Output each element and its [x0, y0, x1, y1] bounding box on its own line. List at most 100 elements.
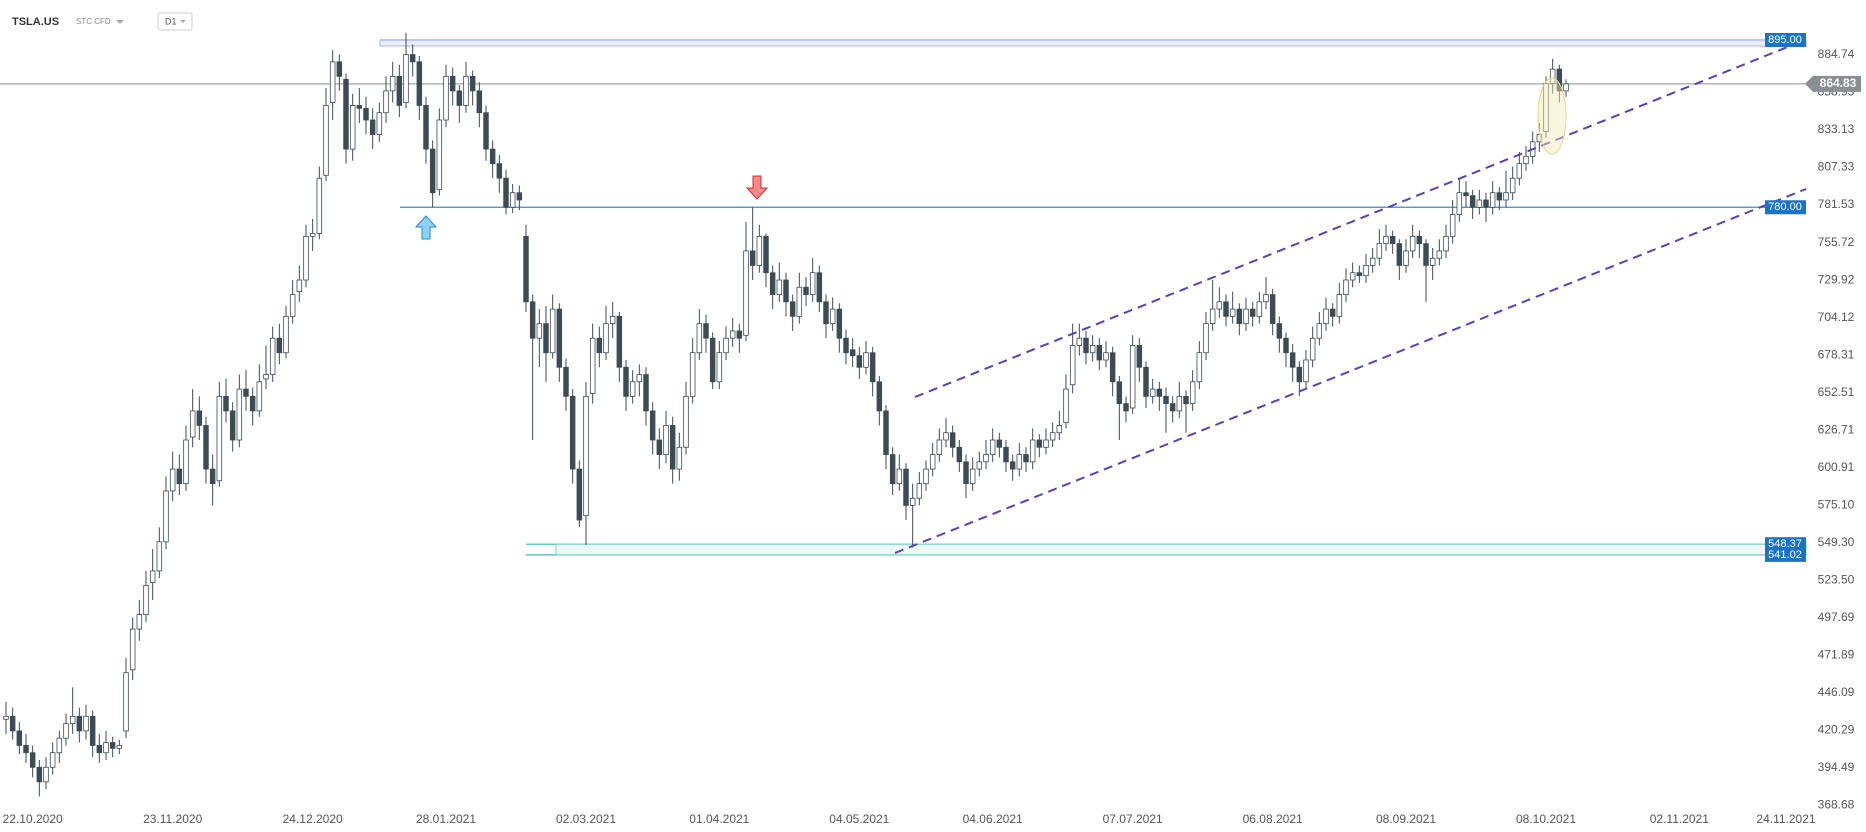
candle-body — [1343, 279, 1349, 295]
candle-body — [1023, 454, 1029, 463]
candle-body — [263, 374, 269, 380]
x-tick-label: 07.07.2021 — [1103, 812, 1163, 826]
candle-body — [949, 432, 956, 448]
candle-body — [876, 381, 883, 412]
candle-body — [383, 90, 389, 114]
candle-body — [1096, 345, 1103, 361]
candle-body — [336, 61, 343, 77]
candle-body — [543, 323, 549, 354]
candle-body — [589, 337, 596, 394]
candle-body — [9, 715, 16, 732]
candle-body — [1463, 192, 1469, 197]
interval-box[interactable] — [157, 12, 193, 31]
highlight-ellipse — [1537, 77, 1567, 155]
candle-body — [503, 177, 509, 208]
candle-body — [216, 395, 223, 482]
candle-body — [456, 90, 463, 106]
level-tag — [1765, 547, 1806, 562]
candle-body — [36, 766, 43, 783]
candle-body — [729, 330, 736, 339]
candle-body — [369, 119, 376, 135]
level-label: 541.02 — [1768, 549, 1802, 561]
candle-body — [1429, 257, 1436, 266]
candle-body — [909, 497, 916, 506]
candle-body — [1009, 461, 1016, 470]
candle-body — [123, 672, 129, 732]
candle-body — [1549, 68, 1556, 85]
candle-body — [1149, 388, 1156, 397]
candle-body — [183, 439, 189, 485]
candle-body — [576, 468, 583, 521]
candle-body — [536, 323, 543, 339]
candle-body — [1336, 294, 1343, 317]
candle-body — [496, 163, 503, 179]
candle-body — [1263, 294, 1269, 303]
candle-body — [1283, 337, 1289, 354]
candle-body — [1443, 235, 1449, 252]
candle-body — [976, 461, 983, 470]
y-tick-label: 833.13 — [1818, 122, 1855, 136]
arrow-down — [745, 175, 769, 200]
candle-body — [1496, 192, 1503, 201]
y-tick-label: 729.92 — [1818, 272, 1855, 286]
candle-body — [149, 570, 156, 583]
candle-body — [1156, 388, 1163, 397]
candle-body — [476, 90, 483, 114]
candle-body — [1489, 192, 1496, 208]
last-price-tag — [1805, 75, 1861, 92]
candle-body — [1289, 352, 1296, 368]
candle-body — [683, 395, 689, 448]
candle-body — [869, 352, 876, 383]
candle-body — [16, 730, 23, 746]
instrument-kind[interactable]: STC CFD — [76, 17, 111, 26]
candle-body — [1503, 192, 1509, 201]
candle-body — [289, 294, 296, 317]
candle-body — [1363, 265, 1369, 277]
candle-body — [629, 381, 636, 397]
candle-body — [389, 75, 396, 92]
candle-body — [303, 235, 309, 281]
candle-body — [849, 349, 856, 357]
candle-body — [316, 177, 323, 234]
candle-body — [89, 715, 96, 746]
candle-body — [1176, 395, 1183, 412]
candle-body — [1083, 337, 1089, 354]
level-label: 895.00 — [1768, 34, 1802, 46]
candle-body — [603, 323, 609, 354]
channel-lower — [894, 188, 1807, 554]
candle-body — [1143, 366, 1149, 397]
level-label: 548.37 — [1768, 538, 1802, 550]
candle-body — [236, 388, 243, 441]
candle-body — [83, 715, 89, 732]
candle-body — [1369, 257, 1376, 266]
candle-body — [1109, 352, 1116, 383]
candle-body — [229, 410, 236, 441]
x-tick-label: 06.08.2021 — [1243, 812, 1303, 826]
candle-body — [1003, 446, 1009, 463]
candle-body — [1043, 439, 1049, 448]
candle-body — [1436, 250, 1443, 259]
candle-body — [109, 742, 116, 749]
candle-body — [716, 352, 723, 383]
y-tick-label: 368.68 — [1818, 798, 1855, 812]
candle-body — [1243, 308, 1249, 325]
candle-body — [69, 715, 76, 725]
interval[interactable]: D1 — [165, 16, 177, 26]
candle-body — [969, 468, 976, 485]
candle-body — [1309, 337, 1316, 361]
candle-body — [396, 75, 403, 106]
candle-body — [616, 315, 623, 368]
candle-body — [276, 337, 283, 354]
x-tick-label: 04.06.2021 — [963, 812, 1023, 826]
last-price-label: 864.83 — [1820, 76, 1857, 90]
dropdown-caret[interactable] — [116, 20, 124, 24]
candle-body — [203, 425, 209, 470]
candle-body — [889, 454, 896, 485]
candle-body — [63, 723, 69, 739]
candle-body — [836, 308, 843, 339]
candle-body — [56, 737, 63, 754]
candle-body — [23, 745, 29, 754]
candle-body — [356, 105, 363, 109]
x-tick-label: 24.11.2021 — [1756, 812, 1815, 826]
candle-body — [1169, 403, 1176, 412]
